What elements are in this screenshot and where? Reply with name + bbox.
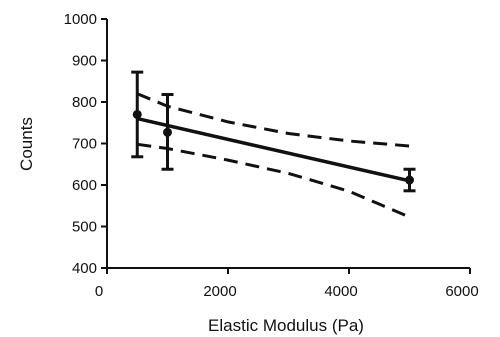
y-tick-label: 600	[72, 177, 97, 194]
y-tick-label: 500	[72, 219, 97, 236]
y-tick-label: 400	[72, 260, 97, 277]
plot-area	[131, 70, 416, 219]
y-tick-label: 800	[72, 94, 97, 111]
confidence-band-upper	[136, 92, 410, 148]
confidence-band-lower	[137, 142, 411, 219]
x-tick-label: 0	[95, 283, 103, 300]
data-point	[132, 109, 142, 119]
x-axis-title: Elastic Modulus (Pa)	[208, 316, 364, 335]
data-point	[405, 175, 414, 185]
y-tick-label: 900	[72, 53, 97, 70]
x-tick-label: 2000	[203, 283, 236, 300]
x-tick-label: 6000	[445, 283, 478, 300]
y-tick-label: 1000	[64, 11, 97, 28]
y-tick-label: 700	[72, 136, 97, 153]
data-point	[163, 127, 172, 137]
regression-line	[136, 116, 410, 183]
x-tick-label: 4000	[324, 283, 357, 300]
axes: 400 500 600 700 800 900 1000 0 2000 4000 6000	[64, 11, 479, 300]
y-axis-title: Counts	[17, 117, 36, 171]
